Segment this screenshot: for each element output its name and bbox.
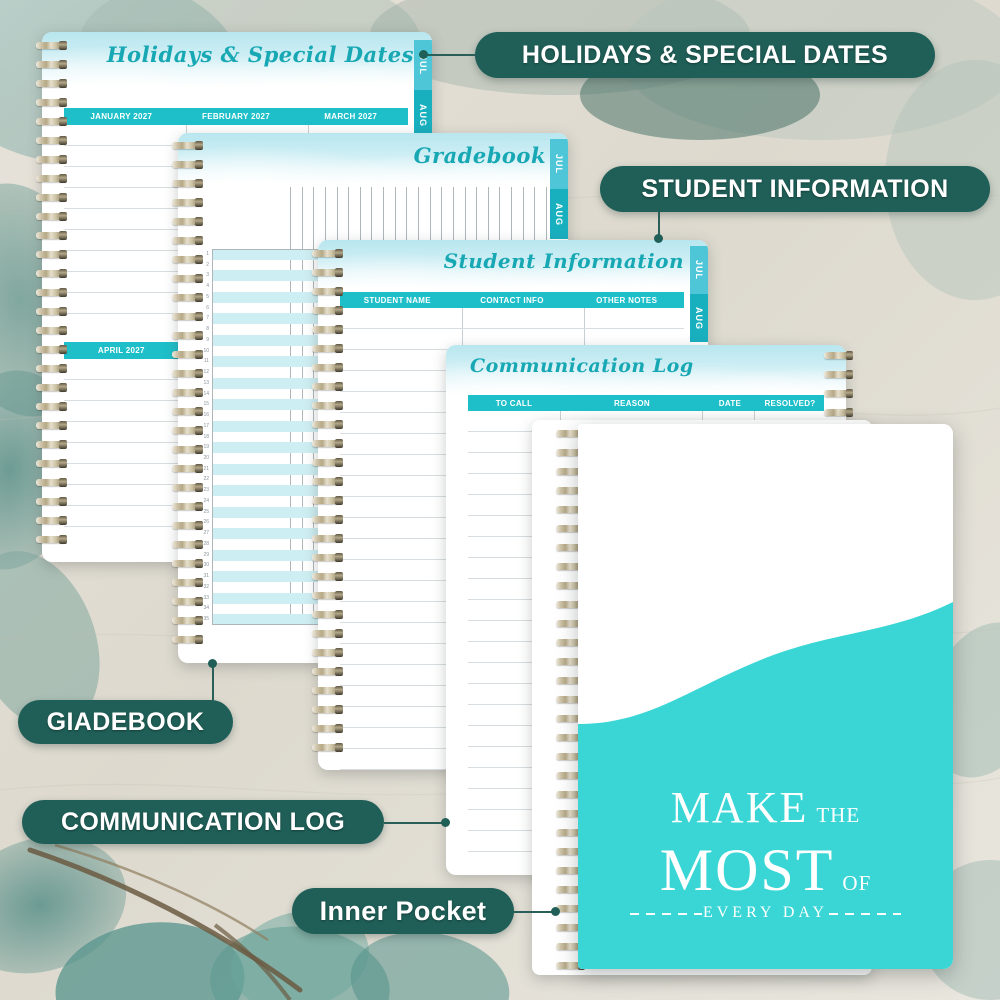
connector-dot-inner-pocket — [551, 907, 560, 916]
watercolor-wash — [318, 240, 708, 290]
gradebook-row-number: 31 — [203, 573, 209, 580]
holidays-col-3: APRIL 2027 — [97, 346, 145, 355]
connector-dot-communication-log — [441, 818, 450, 827]
connector-holidays — [424, 54, 476, 56]
gradebook-row-number: 2 — [206, 261, 209, 268]
connector-dot-holidays — [419, 50, 428, 59]
page-title-holidays: Holidays & Special Dates — [106, 42, 414, 67]
tab-jul[interactable]: JUL — [550, 139, 568, 189]
tab-jul[interactable]: JUL — [414, 40, 432, 90]
gradebook-row-number: 6 — [206, 304, 209, 311]
comm-log-col-2: DATE — [718, 398, 742, 408]
cover-line-make: MAKE THE — [578, 782, 953, 833]
connector-inner-pocket — [514, 911, 556, 913]
comm-log-col-3: RESOLVED? — [764, 398, 816, 408]
connector-gradebook — [212, 666, 214, 702]
gradebook-row-number: 9 — [206, 336, 209, 343]
gradebook-row-number: 20 — [203, 454, 209, 461]
gradebook-row-number: 29 — [203, 551, 209, 558]
connector-student-information — [658, 212, 660, 238]
holidays-month-header-row: JANUARY 2027 FEBRUARY 2027 MARCH 2027 — [64, 108, 408, 125]
student-info-month-tabs[interactable]: JUL AUG — [690, 246, 708, 342]
watercolor-wash — [42, 32, 432, 88]
cover-dash-left — [630, 913, 702, 915]
gradebook-row-number: 18 — [203, 433, 209, 440]
gradebook-row-number: 16 — [203, 412, 209, 418]
gradebook-row-number: 23 — [203, 487, 209, 494]
tab-aug[interactable]: AUG — [690, 294, 708, 342]
gradebook-row-number: 32 — [203, 583, 209, 590]
page-title-communication-log: Communication Log — [470, 355, 694, 377]
holidays-col-1: FEBRUARY 2027 — [202, 112, 270, 121]
gradebook-row-number: 27 — [203, 530, 209, 537]
callout-communication-log[interactable]: COMMUNICATION LOG — [22, 800, 384, 844]
gradebook-row-number: 25 — [203, 508, 209, 515]
page-title-student-information: Student Information — [443, 249, 684, 273]
cover-line-everyday: EVERY DAY — [702, 904, 829, 921]
gradebook-row-number: 22 — [203, 476, 209, 483]
callout-student-information[interactable]: STUDENT INFORMATION — [600, 166, 990, 212]
callout-holidays-special-dates[interactable]: HOLIDAYS & SPECIAL DATES — [475, 32, 935, 78]
comm-log-col-1: REASON — [613, 398, 651, 408]
gradebook-row-number: 5 — [206, 293, 209, 300]
tab-aug[interactable]: AUG — [414, 90, 432, 140]
page-title-gradebook: Gradebook — [413, 143, 546, 168]
gradebook-row-number: 21 — [203, 465, 209, 472]
student-info-col-1: CONTACT INFO — [480, 295, 544, 305]
gradebook-row-number: 24 — [203, 497, 209, 504]
gradebook-row-number: 3 — [206, 272, 209, 279]
planner-cover[interactable]: MAKE THE MOST OF EVERY DAY — [578, 424, 953, 969]
connector-communication-log — [384, 822, 446, 824]
gradebook-row-number: 4 — [206, 283, 209, 290]
comm-log-col-0: TO CALL — [495, 398, 533, 408]
student-info-col-2: OTHER NOTES — [596, 295, 658, 305]
cover-wave-shape — [578, 424, 953, 969]
gradebook-row-number: 26 — [203, 519, 209, 526]
gradebook-row-number: 10 — [203, 347, 209, 354]
gradebook-row-number: 7 — [206, 315, 209, 322]
gradebook-row-number: 15 — [203, 401, 209, 408]
holidays-col-0: JANUARY 2027 — [90, 112, 153, 121]
connector-dot-student-information — [654, 234, 663, 243]
watercolor-wash — [178, 133, 568, 185]
cover-line-most: MOST OF — [578, 836, 953, 905]
tab-jul[interactable]: JUL — [690, 246, 708, 294]
gradebook-row-number: 33 — [203, 594, 209, 601]
gradebook-row-number: 28 — [203, 540, 209, 547]
student-info-header-row: STUDENT NAME CONTACT INFO OTHER NOTES — [340, 292, 684, 308]
student-info-row-line — [340, 328, 684, 329]
cover-the-text: THE — [816, 803, 861, 827]
watercolor-wash — [446, 345, 846, 395]
gradebook-row-number: 19 — [203, 444, 209, 451]
gradebook-row-number: 1 — [206, 250, 209, 257]
connector-dot-gradebook — [208, 659, 217, 668]
callout-inner-pocket[interactable]: Inner Pocket — [292, 888, 514, 934]
cover-dash-right — [829, 913, 901, 915]
tab-aug[interactable]: AUG — [550, 189, 568, 239]
gradebook-row-number: 34 — [203, 605, 209, 612]
student-info-col-0: STUDENT NAME — [363, 295, 431, 305]
holidays-col-2: MARCH 2027 — [324, 112, 378, 121]
gradebook-row-number: 14 — [203, 390, 209, 397]
cover-most-text: MOST — [659, 837, 835, 903]
spiral-binding-student-information — [312, 249, 343, 762]
gradebook-row-number: 35 — [203, 616, 209, 623]
gradebook-month-tabs[interactable]: JUL AUG — [550, 139, 568, 239]
cover-make-text: MAKE — [670, 783, 809, 832]
cover-of-text: OF — [842, 871, 872, 895]
spiral-binding-holidays — [36, 41, 67, 554]
gradebook-row-number: 30 — [203, 562, 209, 569]
callout-gradebook[interactable]: GIADEBOOK — [18, 700, 233, 744]
gradebook-row-number: 13 — [203, 379, 209, 386]
gradebook-row-number: 11 — [203, 358, 209, 365]
gradebook-row-number: 12 — [203, 369, 209, 376]
comm-log-header-row: TO CALL REASON DATE RESOLVED? — [468, 395, 824, 411]
gradebook-row-number: 17 — [203, 422, 209, 429]
spiral-binding-gradebook — [172, 141, 203, 654]
gradebook-row-number: 8 — [206, 326, 209, 333]
